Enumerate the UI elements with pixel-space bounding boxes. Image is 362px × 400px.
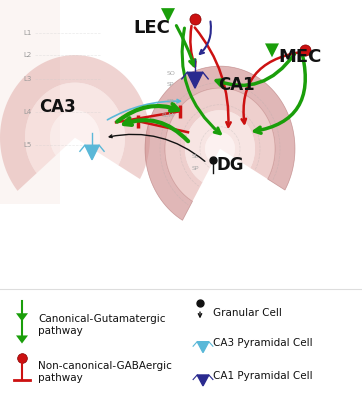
Text: SP: SP	[192, 166, 199, 171]
Polygon shape	[165, 88, 275, 201]
Polygon shape	[187, 72, 203, 88]
Text: Granular Cell: Granular Cell	[213, 308, 282, 318]
Polygon shape	[161, 8, 175, 22]
Text: L5: L5	[24, 142, 32, 148]
Text: LEC: LEC	[134, 18, 171, 36]
Text: CA1 Pyramidal Cell: CA1 Pyramidal Cell	[213, 371, 313, 381]
Text: L1: L1	[24, 30, 32, 36]
Polygon shape	[145, 66, 295, 220]
Text: SLM: SLM	[162, 113, 175, 118]
Polygon shape	[197, 342, 209, 352]
Text: pathway: pathway	[38, 373, 83, 383]
Polygon shape	[16, 336, 28, 344]
Polygon shape	[0, 0, 60, 204]
Polygon shape	[85, 145, 99, 160]
Text: L3: L3	[24, 76, 32, 82]
Text: L2: L2	[24, 52, 32, 58]
Text: L4: L4	[24, 109, 32, 115]
Text: SP: SP	[167, 82, 174, 87]
Polygon shape	[197, 375, 209, 386]
Polygon shape	[25, 83, 125, 173]
Polygon shape	[16, 313, 28, 321]
Text: Canonical-Gutamatergic: Canonical-Gutamatergic	[38, 314, 165, 324]
Text: CA3: CA3	[39, 98, 76, 116]
Text: CA3 Pyramidal Cell: CA3 Pyramidal Cell	[213, 338, 313, 348]
Text: CA1: CA1	[218, 76, 254, 94]
Text: SR: SR	[167, 99, 175, 104]
Polygon shape	[185, 110, 255, 182]
Polygon shape	[0, 55, 150, 191]
Text: SL: SL	[192, 154, 199, 159]
Polygon shape	[265, 44, 279, 57]
Text: Non-canonical-GABAergic: Non-canonical-GABAergic	[38, 361, 172, 371]
Text: MEC: MEC	[278, 48, 322, 66]
Polygon shape	[50, 110, 100, 156]
Text: SO: SO	[167, 71, 176, 76]
Polygon shape	[205, 132, 235, 163]
Text: DG: DG	[216, 156, 244, 174]
Text: pathway: pathway	[38, 326, 83, 336]
